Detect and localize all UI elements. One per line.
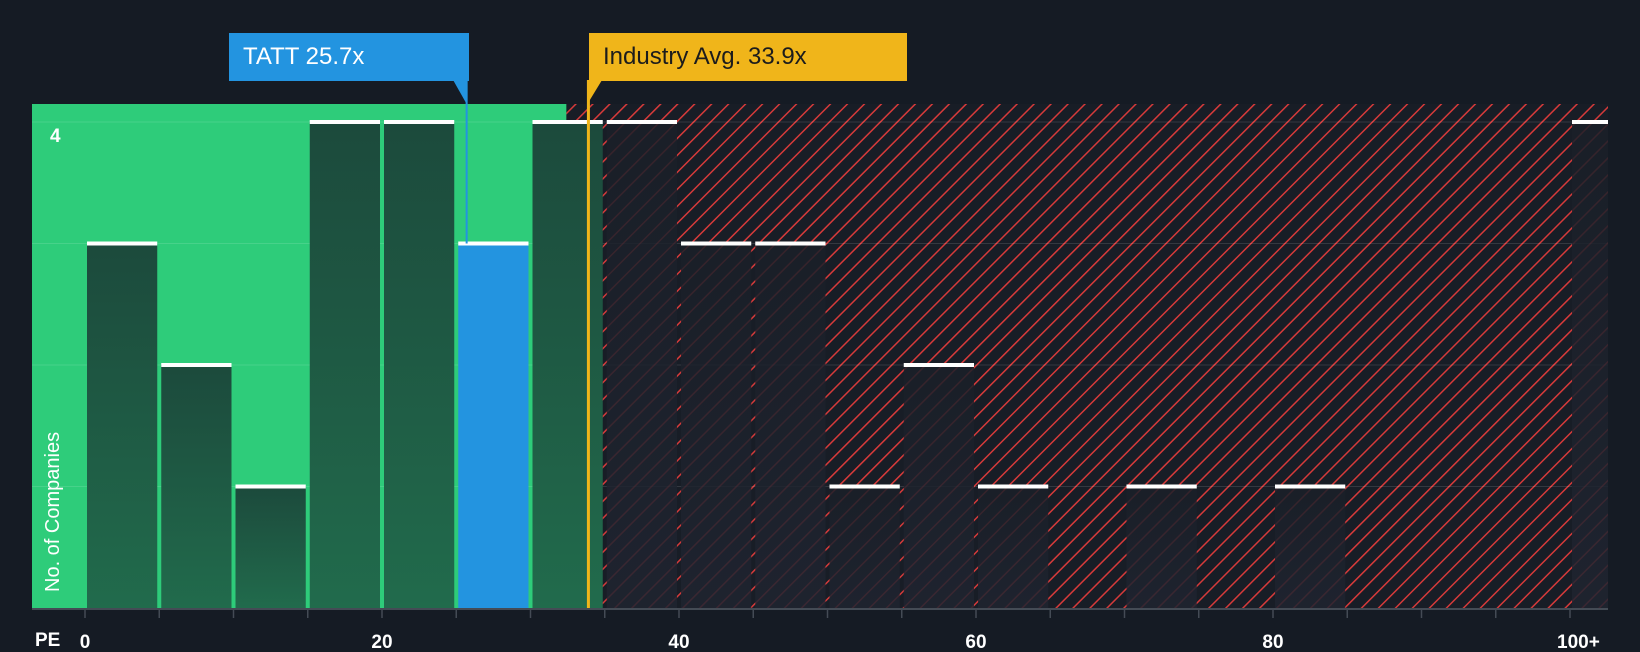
- bar-top-cap: [1572, 120, 1608, 124]
- x-tick-label: 100+: [1557, 632, 1600, 650]
- bar: [755, 243, 826, 608]
- bar: [87, 243, 158, 608]
- x-tick-label: 60: [965, 632, 986, 650]
- x-tick-label: 40: [668, 632, 689, 650]
- y-axis-label: No. of Companies: [42, 431, 64, 592]
- bar: [829, 486, 900, 608]
- x-tick-label: 0: [80, 632, 91, 650]
- bar: [309, 122, 380, 608]
- bar-company-bin: [458, 243, 529, 608]
- bar-top-cap: [532, 120, 603, 124]
- x-axis-label: PE: [35, 630, 61, 651]
- bar-top-cap: [87, 241, 158, 246]
- bar-top-cap: [235, 484, 306, 489]
- industry-avg-callout: Industry Avg. 33.9x: [589, 33, 907, 81]
- bar: [384, 122, 455, 608]
- bar: [606, 122, 677, 608]
- bar: [1126, 486, 1197, 608]
- bar-top-cap: [829, 484, 900, 489]
- x-tick-label: 80: [1262, 632, 1283, 650]
- bar-top-cap: [384, 120, 455, 124]
- bar: [1275, 486, 1346, 608]
- company-pe-callout: TATT 25.7x: [229, 33, 469, 81]
- bar-top-cap: [606, 120, 677, 124]
- bar: [532, 122, 603, 608]
- company-callout-pointer: [453, 81, 467, 104]
- y-max-label: 4: [50, 126, 61, 147]
- bar-top-cap: [755, 241, 826, 246]
- bar: [978, 486, 1049, 608]
- bar-top-cap: [1275, 484, 1346, 489]
- bar: [161, 365, 232, 608]
- bar-top-cap: [978, 484, 1049, 489]
- bar-top-cap: [161, 363, 232, 367]
- bar-top-cap: [1126, 484, 1197, 489]
- industry-callout-pointer: [587, 81, 602, 104]
- bar-top-cap: [903, 363, 974, 367]
- bar: [235, 486, 306, 608]
- bar: [681, 243, 752, 608]
- bar-top-cap: [458, 241, 529, 246]
- bar: [903, 365, 974, 608]
- bar: [1572, 122, 1608, 608]
- x-tick-label: 20: [371, 632, 392, 650]
- bar-top-cap: [681, 241, 752, 246]
- bar-top-cap: [309, 120, 380, 124]
